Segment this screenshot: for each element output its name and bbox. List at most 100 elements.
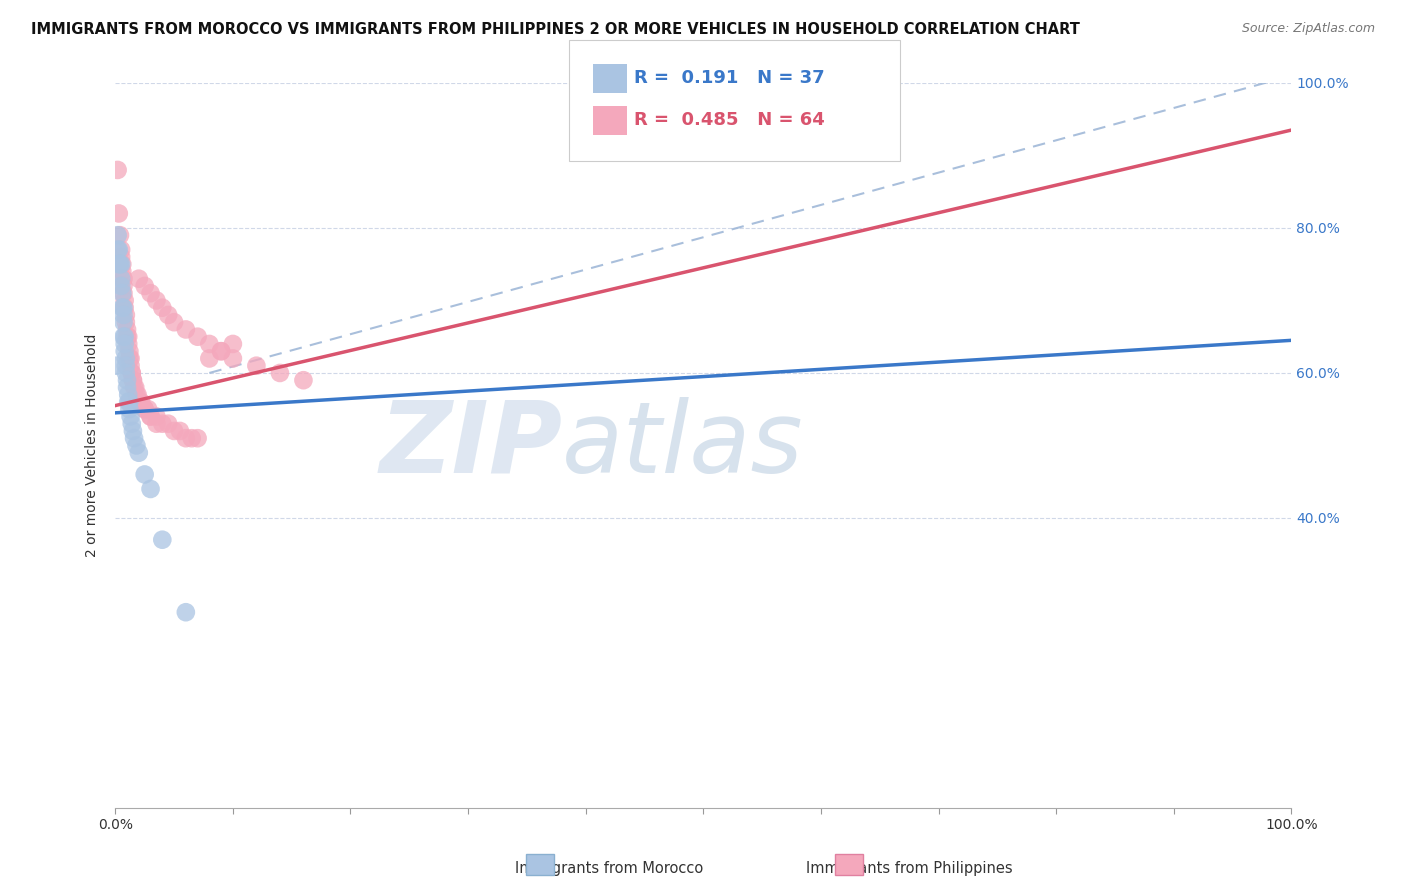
Text: Immigrants from Morocco: Immigrants from Morocco	[515, 861, 703, 876]
Point	[222, 337, 245, 351]
Point	[108, 257, 131, 271]
Point	[111, 264, 134, 278]
Point	[129, 395, 152, 409]
Point	[118, 395, 141, 409]
Point	[174, 605, 197, 619]
Point	[121, 417, 143, 431]
Point	[145, 409, 167, 424]
Text: R =  0.485   N = 64: R = 0.485 N = 64	[634, 112, 825, 129]
Point	[124, 380, 146, 394]
Point	[145, 417, 167, 431]
Point	[134, 402, 156, 417]
Text: Source: ZipAtlas.com: Source: ZipAtlas.com	[1241, 22, 1375, 36]
Point	[114, 344, 136, 359]
Point	[134, 279, 156, 293]
Point	[117, 329, 139, 343]
Point	[127, 387, 149, 401]
Point	[222, 351, 245, 366]
Point	[292, 373, 315, 387]
Point	[112, 271, 135, 285]
Point	[180, 431, 202, 445]
Point	[107, 243, 129, 257]
Point	[128, 446, 150, 460]
Point	[245, 359, 267, 373]
Point	[118, 344, 141, 359]
Point	[112, 279, 135, 293]
Point	[128, 271, 150, 285]
Point	[115, 322, 138, 336]
Point	[107, 228, 129, 243]
Point	[187, 329, 209, 343]
Point	[150, 417, 173, 431]
Point	[169, 424, 191, 438]
Point	[139, 286, 162, 301]
Point	[112, 308, 135, 322]
Point	[115, 373, 138, 387]
Point	[115, 351, 138, 366]
Point	[117, 387, 139, 401]
Point	[125, 387, 148, 401]
Y-axis label: 2 or more Vehicles in Household: 2 or more Vehicles in Household	[86, 334, 100, 558]
Point	[122, 373, 145, 387]
Point	[114, 301, 136, 315]
Point	[107, 243, 129, 257]
Point	[114, 337, 136, 351]
Point	[112, 315, 135, 329]
Point	[114, 293, 136, 308]
Point	[112, 329, 135, 343]
Point	[120, 351, 142, 366]
Point	[150, 301, 173, 315]
Point	[198, 351, 221, 366]
Point	[115, 359, 138, 373]
Point	[110, 279, 132, 293]
Point	[198, 337, 221, 351]
Point	[174, 322, 197, 336]
Point	[107, 206, 129, 220]
Text: Immigrants from Philippines: Immigrants from Philippines	[806, 861, 1012, 876]
Text: R =  0.191   N = 37: R = 0.191 N = 37	[634, 70, 825, 87]
Point	[187, 431, 209, 445]
Point	[125, 438, 148, 452]
Point	[121, 366, 143, 380]
Point	[112, 286, 135, 301]
Point	[134, 467, 156, 482]
Text: IMMIGRANTS FROM MOROCCO VS IMMIGRANTS FROM PHILIPPINES 2 OR MORE VEHICLES IN HOU: IMMIGRANTS FROM MOROCCO VS IMMIGRANTS FR…	[31, 22, 1080, 37]
Point	[117, 395, 139, 409]
Point	[174, 431, 197, 445]
Point	[110, 243, 132, 257]
Point	[121, 366, 143, 380]
Point	[115, 329, 138, 343]
Point	[115, 366, 138, 380]
Point	[111, 286, 134, 301]
Point	[107, 163, 129, 178]
Point	[117, 337, 139, 351]
Point	[209, 344, 232, 359]
Point	[122, 380, 145, 394]
Point	[114, 329, 136, 343]
Point	[139, 409, 162, 424]
Point	[115, 315, 138, 329]
Point	[110, 250, 132, 264]
Point	[115, 380, 138, 394]
Point	[163, 315, 186, 329]
Point	[122, 373, 145, 387]
Point	[120, 359, 142, 373]
Point	[111, 301, 134, 315]
Point	[118, 351, 141, 366]
Point	[269, 366, 291, 380]
Point	[120, 409, 142, 424]
Point	[122, 424, 145, 438]
Point	[118, 402, 141, 417]
Point	[105, 359, 128, 373]
Point	[115, 308, 138, 322]
Point	[139, 409, 162, 424]
Point	[110, 271, 132, 285]
Point	[134, 402, 156, 417]
Point	[136, 402, 159, 417]
Point	[112, 301, 135, 315]
Point	[163, 424, 186, 438]
Point	[110, 257, 132, 271]
Point	[139, 482, 162, 496]
Point	[157, 308, 180, 322]
Point	[209, 344, 232, 359]
